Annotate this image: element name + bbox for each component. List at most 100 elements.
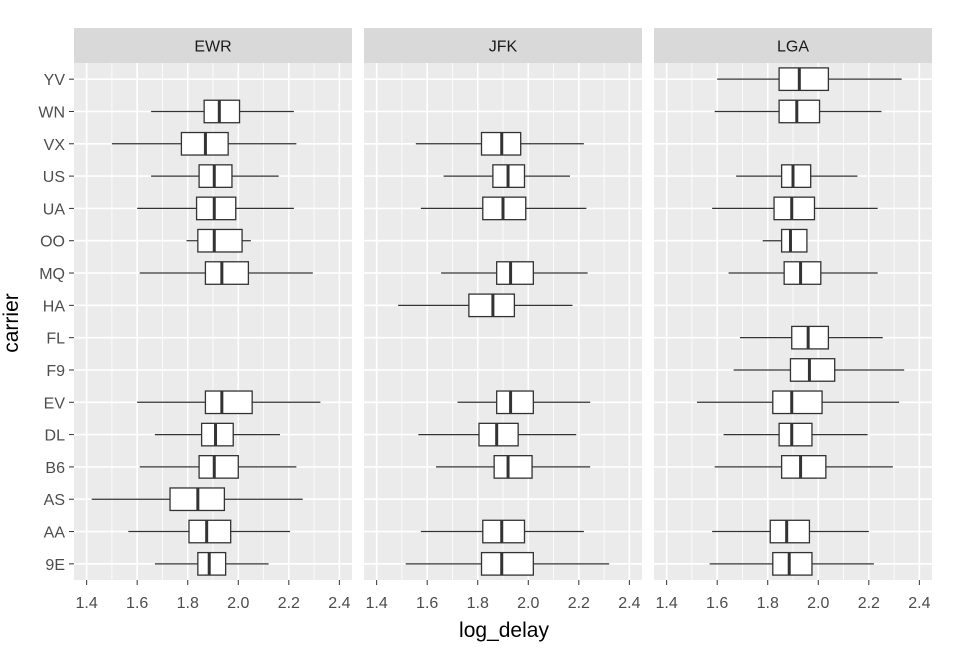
box-lga-b6 (714, 455, 893, 479)
facet-strip-jfk (364, 28, 642, 63)
box-ewr-b6 (139, 455, 297, 479)
box-iqr (772, 390, 823, 415)
box-lga-us (736, 164, 858, 188)
box-iqr (780, 228, 808, 253)
box-jfk-aa (420, 519, 584, 544)
box-jfk-vx (415, 131, 584, 156)
box-iqr (197, 228, 243, 253)
box-iqr (480, 551, 534, 576)
x-tick-label: 2.4 (618, 595, 640, 612)
y-tick-label: DL (45, 428, 66, 445)
box-ewr-9e (154, 551, 269, 576)
box-iqr (195, 196, 237, 221)
box-jfk-mq (441, 261, 588, 285)
box-ewr-us (151, 164, 279, 188)
box-lga-ua (712, 196, 878, 221)
box-iqr (780, 455, 827, 479)
box-lga-aa (712, 519, 869, 544)
box-iqr (188, 519, 232, 544)
y-tick-label: OO (40, 234, 65, 251)
y-tick-label: F9 (46, 363, 65, 380)
y-tick-label: 9E (45, 557, 65, 574)
y-tick-label: YV (44, 72, 66, 89)
box-iqr (772, 551, 813, 576)
y-tick-label: MQ (39, 266, 65, 283)
box-ewr-dl (154, 422, 280, 447)
box-iqr (791, 325, 830, 350)
y-tick-label: WN (38, 104, 65, 121)
x-tick-label: 2.4 (328, 595, 350, 612)
y-tick-label: AA (44, 525, 66, 542)
y-axis-title: carrier (0, 293, 23, 353)
x-tick-label: 1.6 (416, 595, 438, 612)
box-jfk-us (443, 164, 570, 188)
box-jfk-ev (457, 390, 591, 415)
box-lga-dl (723, 422, 868, 447)
box-lga-fl (739, 325, 883, 350)
box-iqr (780, 164, 812, 188)
box-iqr (778, 422, 813, 447)
y-tick-label: AS (44, 492, 65, 509)
x-tick-label: 1.8 (467, 595, 489, 612)
box-iqr (493, 455, 533, 479)
y-tick-label: EV (44, 395, 66, 412)
box-ewr-vx (111, 131, 297, 156)
x-tick-label: 2.0 (227, 595, 249, 612)
box-iqr (496, 390, 534, 415)
y-tick-label: UA (43, 201, 66, 218)
facet-panel-lga: LGA 1.4 1.6 1.8 2.0 2.2 2.4 (654, 28, 932, 612)
box-iqr (769, 519, 811, 544)
box-iqr (478, 422, 519, 447)
box-jfk-dl (418, 422, 577, 447)
box-ewr-wn (151, 99, 294, 124)
box-lga-oo (762, 228, 808, 253)
box-iqr (203, 99, 241, 124)
x-tick-label: 1.6 (706, 595, 728, 612)
facet-strip-label: EWR (194, 39, 231, 56)
facet-strip-lga (654, 28, 932, 63)
box-iqr (778, 67, 830, 92)
box-jfk-ua (420, 196, 587, 221)
box-iqr (204, 261, 250, 285)
box-jfk-b6 (436, 455, 591, 479)
facet-panel-ewr: EWR 1.4 1.6 1.8 2.0 2.2 2.4 (74, 28, 352, 612)
x-tick-label: 2.2 (568, 595, 590, 612)
y-tick-label: VX (44, 137, 66, 154)
box-iqr (778, 99, 821, 124)
box-lga-yv (717, 67, 902, 92)
y-axis: YV WN VX US UA OO MQ HA FL F9 EV DL B6 AS AA 9E (38, 72, 74, 574)
y-tick-label: B6 (45, 460, 65, 477)
box-iqr (773, 196, 816, 221)
facet-strip-label: JFK (489, 39, 518, 56)
x-axis-title: log_delay (459, 619, 549, 642)
facet-panel-jfk: JFK 1.4 1.6 1.8 2.0 2.2 2.4 (364, 28, 642, 612)
x-tick-label: 1.4 (76, 595, 98, 612)
box-iqr (204, 390, 253, 415)
facet-strip-label: LGA (777, 39, 809, 56)
box-iqr (496, 261, 534, 285)
box-ewr-as (91, 487, 303, 512)
box-ewr-mq (139, 261, 313, 285)
facet-panels: EWR 1.4 1.6 1.8 2.0 2.2 2.4 JFK 1.4 1.6 1.8 2.0 2.2 2… (74, 28, 932, 612)
x-tick-label: 2.4 (908, 595, 930, 612)
box-iqr (789, 358, 836, 382)
box-iqr (783, 261, 822, 285)
x-tick-label: 1.8 (757, 595, 779, 612)
facet-strip-ewr (74, 28, 352, 63)
box-lga-ev (696, 390, 900, 415)
x-tick-label: 2.0 (807, 595, 829, 612)
box-ewr-oo (186, 228, 251, 253)
y-tick-label: US (43, 169, 65, 186)
box-iqr (197, 551, 227, 576)
box-iqr (200, 422, 234, 447)
box-lga-f9 (733, 358, 905, 382)
y-tick-label: FL (46, 331, 65, 348)
box-iqr (198, 455, 239, 479)
box-jfk-ha (398, 293, 573, 318)
box-lga-mq (728, 261, 878, 285)
box-iqr (482, 519, 526, 544)
x-tick-label: 2.0 (517, 595, 539, 612)
box-ewr-ua (137, 196, 294, 221)
x-tick-label: 1.4 (366, 595, 388, 612)
